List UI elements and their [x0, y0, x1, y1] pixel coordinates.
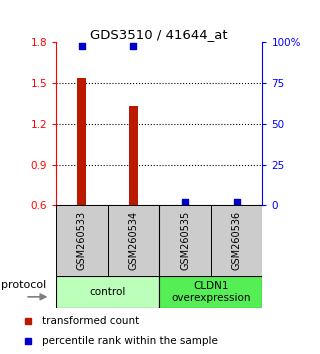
- Bar: [211, 205, 262, 276]
- Bar: [77, 79, 86, 205]
- Bar: [159, 276, 262, 308]
- Bar: [159, 205, 211, 276]
- Point: [131, 43, 136, 48]
- Text: GSM260535: GSM260535: [180, 211, 190, 270]
- Text: GSM260533: GSM260533: [77, 211, 87, 270]
- Bar: [129, 106, 138, 205]
- Point: [234, 199, 239, 205]
- Text: protocol: protocol: [1, 280, 46, 290]
- Text: GSM260536: GSM260536: [232, 211, 242, 270]
- Text: GSM260534: GSM260534: [128, 211, 139, 270]
- Point: [182, 199, 188, 205]
- Text: control: control: [89, 287, 126, 297]
- Bar: [56, 276, 159, 308]
- Text: transformed count: transformed count: [42, 316, 139, 326]
- Bar: [108, 205, 159, 276]
- Bar: [56, 205, 108, 276]
- Text: CLDN1
overexpression: CLDN1 overexpression: [171, 281, 251, 303]
- Text: percentile rank within the sample: percentile rank within the sample: [42, 336, 218, 346]
- Point: [79, 43, 84, 48]
- Title: GDS3510 / 41644_at: GDS3510 / 41644_at: [90, 28, 228, 41]
